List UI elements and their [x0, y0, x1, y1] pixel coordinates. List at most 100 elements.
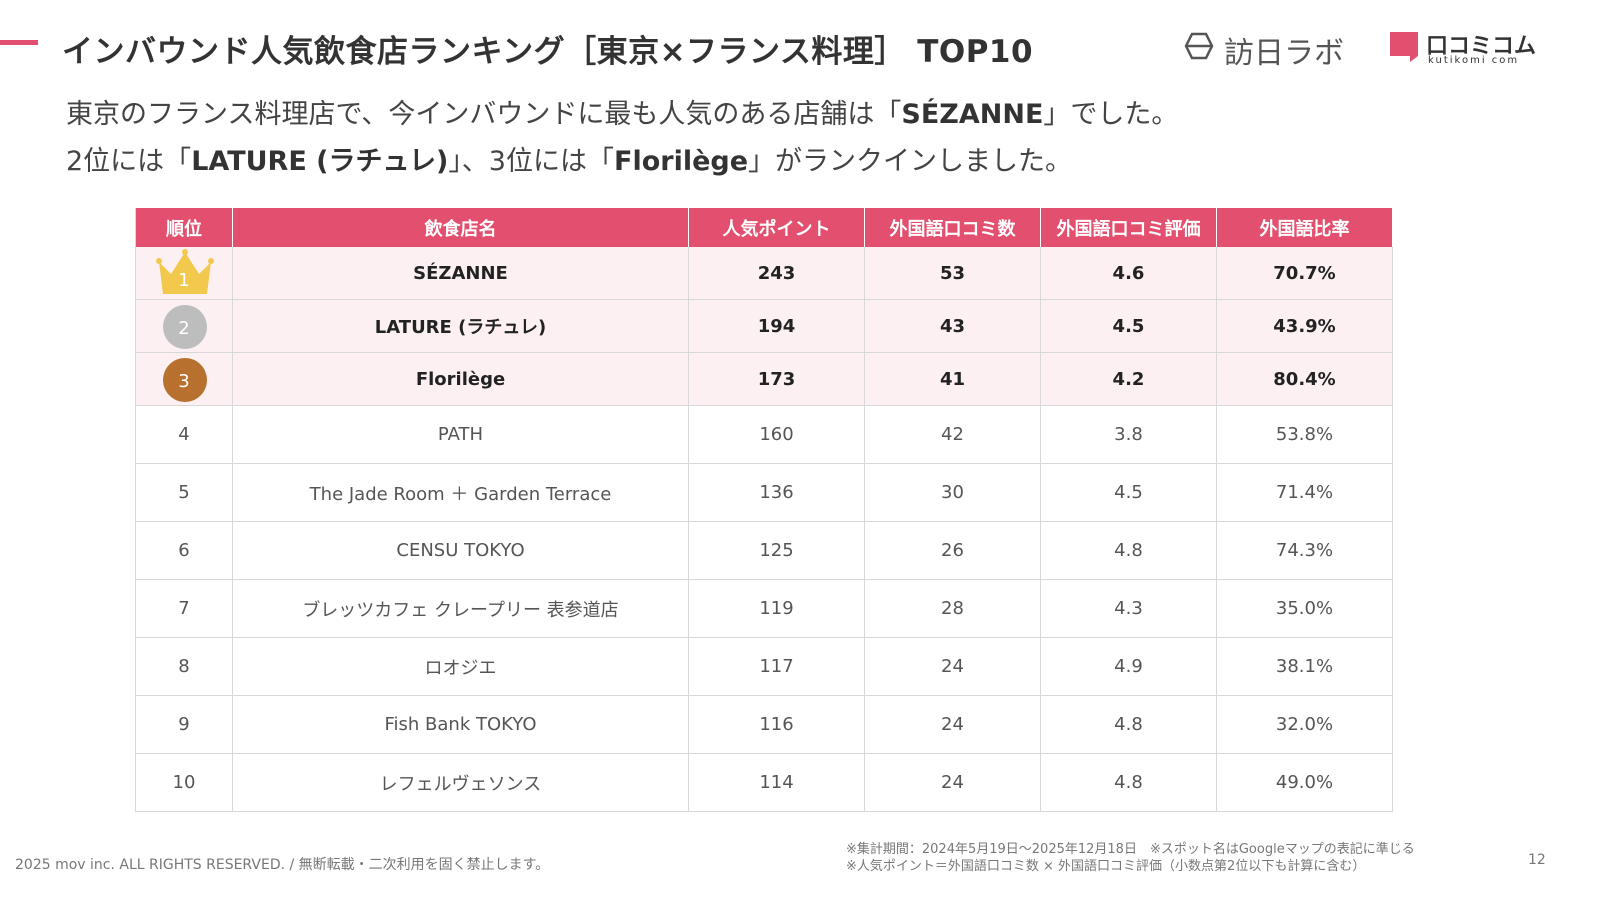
table-cell: 4.2	[1041, 353, 1217, 406]
note: ※人気ポイント＝外国語口コミ数 × 外国語口コミ評価（小数点第2位以下も計算に含…	[846, 859, 1366, 874]
table-cell: 4	[135, 406, 233, 464]
table-cell: 28	[865, 580, 1041, 638]
table-row: 順位 飲食店名 人気ポイント 外国語口コミ数 外国語口コミ評価 外国語比率	[135, 208, 1393, 247]
table-cell: 6	[135, 522, 233, 580]
table-cell: 4.3	[1041, 580, 1217, 638]
table-cell: 4.8	[1041, 754, 1217, 812]
table-cell: 4.6	[1041, 247, 1217, 300]
table-cell: 194	[689, 300, 865, 353]
page-number: 12	[1528, 852, 1546, 868]
rank-badge	[163, 358, 207, 402]
table-cell: CENSU TOKYO	[233, 522, 689, 580]
table-cell: 外国語比率	[1217, 208, 1393, 247]
logo-right: 口コミコム	[1426, 34, 1537, 59]
logo-left: 訪日ラボ	[1224, 36, 1344, 71]
table-cell: 38.1%	[1217, 638, 1393, 696]
logo-right-sub: kutikomi com	[1428, 55, 1520, 66]
table-row: 8 ロオジエ 117 24 4.9 38.1%	[135, 638, 1393, 696]
table-cell: 2	[135, 300, 233, 353]
subtitle-text: 」がランクインしました。	[748, 146, 1073, 177]
table-cell: 7	[135, 580, 233, 638]
table-cell: ブレッツカフェ クレープリー 表参道店	[233, 580, 689, 638]
table-cell: SÉZANNE	[233, 247, 689, 300]
table-cell: 35.0%	[1217, 580, 1393, 638]
table-cell: 5	[135, 464, 233, 522]
table-row: 9 Fish Bank TOKYO 116 24 4.8 32.0%	[135, 696, 1393, 754]
table-cell: 173	[689, 353, 865, 406]
rank-badge	[163, 305, 207, 349]
table-cell: 74.3%	[1217, 522, 1393, 580]
table-cell: レフェルヴェソンス	[233, 754, 689, 812]
logo-icon	[1390, 32, 1418, 62]
table-row: 5 The Jade Room ＋ Garden Terrace 136 30 4.5 7…	[135, 464, 1393, 522]
table-row: 6 CENSU TOKYO 125 26 4.8 74.3%	[135, 522, 1393, 580]
table-row: 7 ブレッツカフェ クレープリー 表参道店 119 28 4.3 35.0%	[135, 580, 1393, 638]
table-cell: 飲食店名	[233, 208, 689, 247]
table-cell: Florilège	[233, 353, 689, 406]
table-cell: 4.5	[1041, 300, 1217, 353]
subtitle-text: Florilège	[614, 146, 749, 177]
table-cell: 9	[135, 696, 233, 754]
table-cell: 4.8	[1041, 696, 1217, 754]
subtitle-text: 」でした。	[1043, 99, 1179, 130]
table-cell: 24	[865, 638, 1041, 696]
table-cell: 42	[865, 406, 1041, 464]
table-cell: 125	[689, 522, 865, 580]
table-cell: 4.9	[1041, 638, 1217, 696]
subtitle-text: 2位には「	[66, 146, 192, 177]
table-cell: 71.4%	[1217, 464, 1393, 522]
table-cell: Fish Bank TOKYO	[233, 696, 689, 754]
subtitle-text: 東京のフランス料理店で、今インバウンドに最も人気のある店舗は「	[66, 99, 902, 130]
table-cell: 4.5	[1041, 464, 1217, 522]
table-cell: 41	[865, 353, 1041, 406]
copyright: 2025 mov inc. ALL RIGHTS RESERVED. / 無断転…	[15, 857, 550, 873]
table-cell: 53	[865, 247, 1041, 300]
table-cell: 8	[135, 638, 233, 696]
table-row: 10 レフェルヴェソンス 114 24 4.8 49.0%	[135, 754, 1393, 812]
table-cell: 人気ポイント	[689, 208, 865, 247]
table-cell: 24	[865, 696, 1041, 754]
table-cell: 160	[689, 406, 865, 464]
table-cell: 3	[135, 353, 233, 406]
table-cell: 外国語口コミ評価	[1041, 208, 1217, 247]
table-cell: 114	[689, 754, 865, 812]
table-cell: 4.8	[1041, 522, 1217, 580]
table-cell: 243	[689, 247, 865, 300]
table-cell: 32.0%	[1217, 696, 1393, 754]
table-row: 4 PATH 160 42 3.8 53.8%	[135, 406, 1393, 464]
table-cell: 43.9%	[1217, 300, 1393, 353]
table-cell: 3.8	[1041, 406, 1217, 464]
table-cell: 119	[689, 580, 865, 638]
crown	[156, 249, 214, 294]
note: ※集計期間：2024年5月19日〜2025年12月18日 ※スポット名はGoog…	[846, 842, 1415, 857]
table-cell: LATURE (ラチュレ)	[233, 300, 689, 353]
table-cell: 外国語口コミ数	[865, 208, 1041, 247]
subtitle-text: SÉZANNE	[901, 99, 1044, 130]
table-cell: 53.8%	[1217, 406, 1393, 464]
title: インバウンド人気飲食店ランキング［東京×フランス料理］ TOP10	[62, 34, 1034, 70]
table-cell: 1	[135, 247, 233, 300]
table-cell: 10	[135, 754, 233, 812]
table-cell: 70.7%	[1217, 247, 1393, 300]
table-cell: 26	[865, 522, 1041, 580]
table-cell: PATH	[233, 406, 689, 464]
table-cell: 117	[689, 638, 865, 696]
table-cell: 80.4%	[1217, 353, 1393, 406]
table-cell: 49.0%	[1217, 754, 1393, 812]
subtitle-text: 」、3位には「	[448, 146, 614, 177]
table-cell: 24	[865, 754, 1041, 812]
subtitle-text: LATURE (ラチュレ)	[191, 146, 449, 177]
accent-bar	[0, 40, 38, 45]
table-cell: 30	[865, 464, 1041, 522]
logo-icon	[1184, 32, 1214, 60]
table-cell: 43	[865, 300, 1041, 353]
subtitle-line: 東京のフランス料理店で、今インバウンドに最も人気のある店舗は「SÉZANNE」で…	[66, 92, 1178, 131]
table-cell: 順位	[135, 208, 233, 247]
table-row: 3Florilège173414.280.4%	[135, 353, 1393, 406]
table-row: 1SÉZANNE243534.670.7%	[135, 247, 1393, 300]
table-cell: The Jade Room ＋ Garden Terrace	[233, 464, 689, 522]
table-cell: ロオジエ	[233, 638, 689, 696]
table-cell: 136	[689, 464, 865, 522]
